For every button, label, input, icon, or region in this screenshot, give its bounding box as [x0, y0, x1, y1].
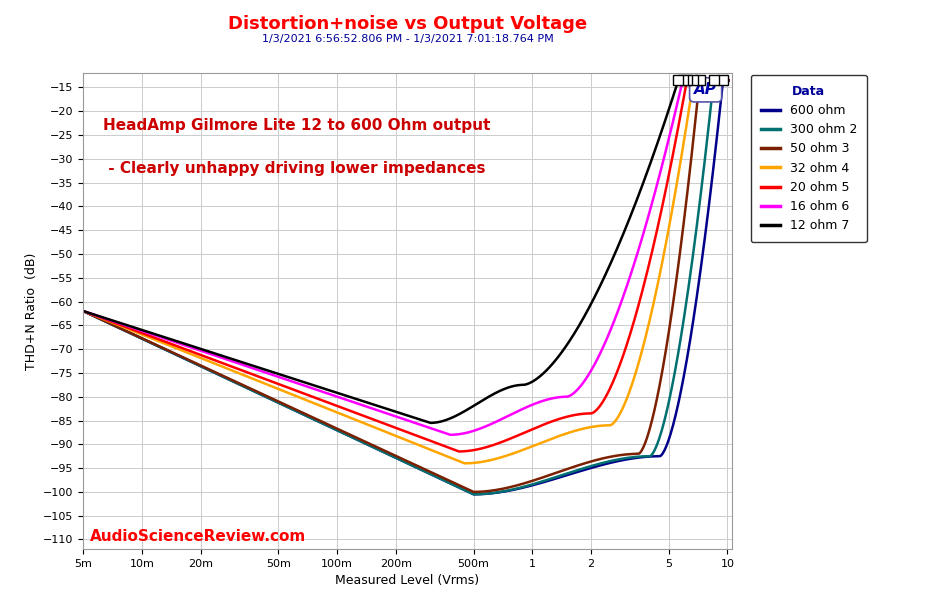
Text: AudioScienceReview.com: AudioScienceReview.com — [90, 529, 307, 544]
Text: 1/3/2021 6:56:52.806 PM - 1/3/2021 7:01:18.764 PM: 1/3/2021 6:56:52.806 PM - 1/3/2021 7:01:… — [261, 34, 554, 43]
Text: AP: AP — [694, 82, 717, 98]
X-axis label: Measured Level (Vrms): Measured Level (Vrms) — [335, 574, 480, 587]
Y-axis label: THD+N Ratio  (dB): THD+N Ratio (dB) — [25, 253, 38, 370]
Text: HeadAmp Gilmore Lite 12 to 600 Ohm output: HeadAmp Gilmore Lite 12 to 600 Ohm outpu… — [103, 118, 490, 134]
Text: Distortion+noise vs Output Voltage: Distortion+noise vs Output Voltage — [228, 15, 587, 34]
Text: - Clearly unhappy driving lower impedances: - Clearly unhappy driving lower impedanc… — [103, 161, 485, 176]
Legend: 600 ohm, 300 ohm 2, 50 ohm 3, 32 ohm 4, 20 ohm 5, 16 ohm 6, 12 ohm 7: 600 ohm, 300 ohm 2, 50 ohm 3, 32 ohm 4, … — [751, 74, 867, 242]
